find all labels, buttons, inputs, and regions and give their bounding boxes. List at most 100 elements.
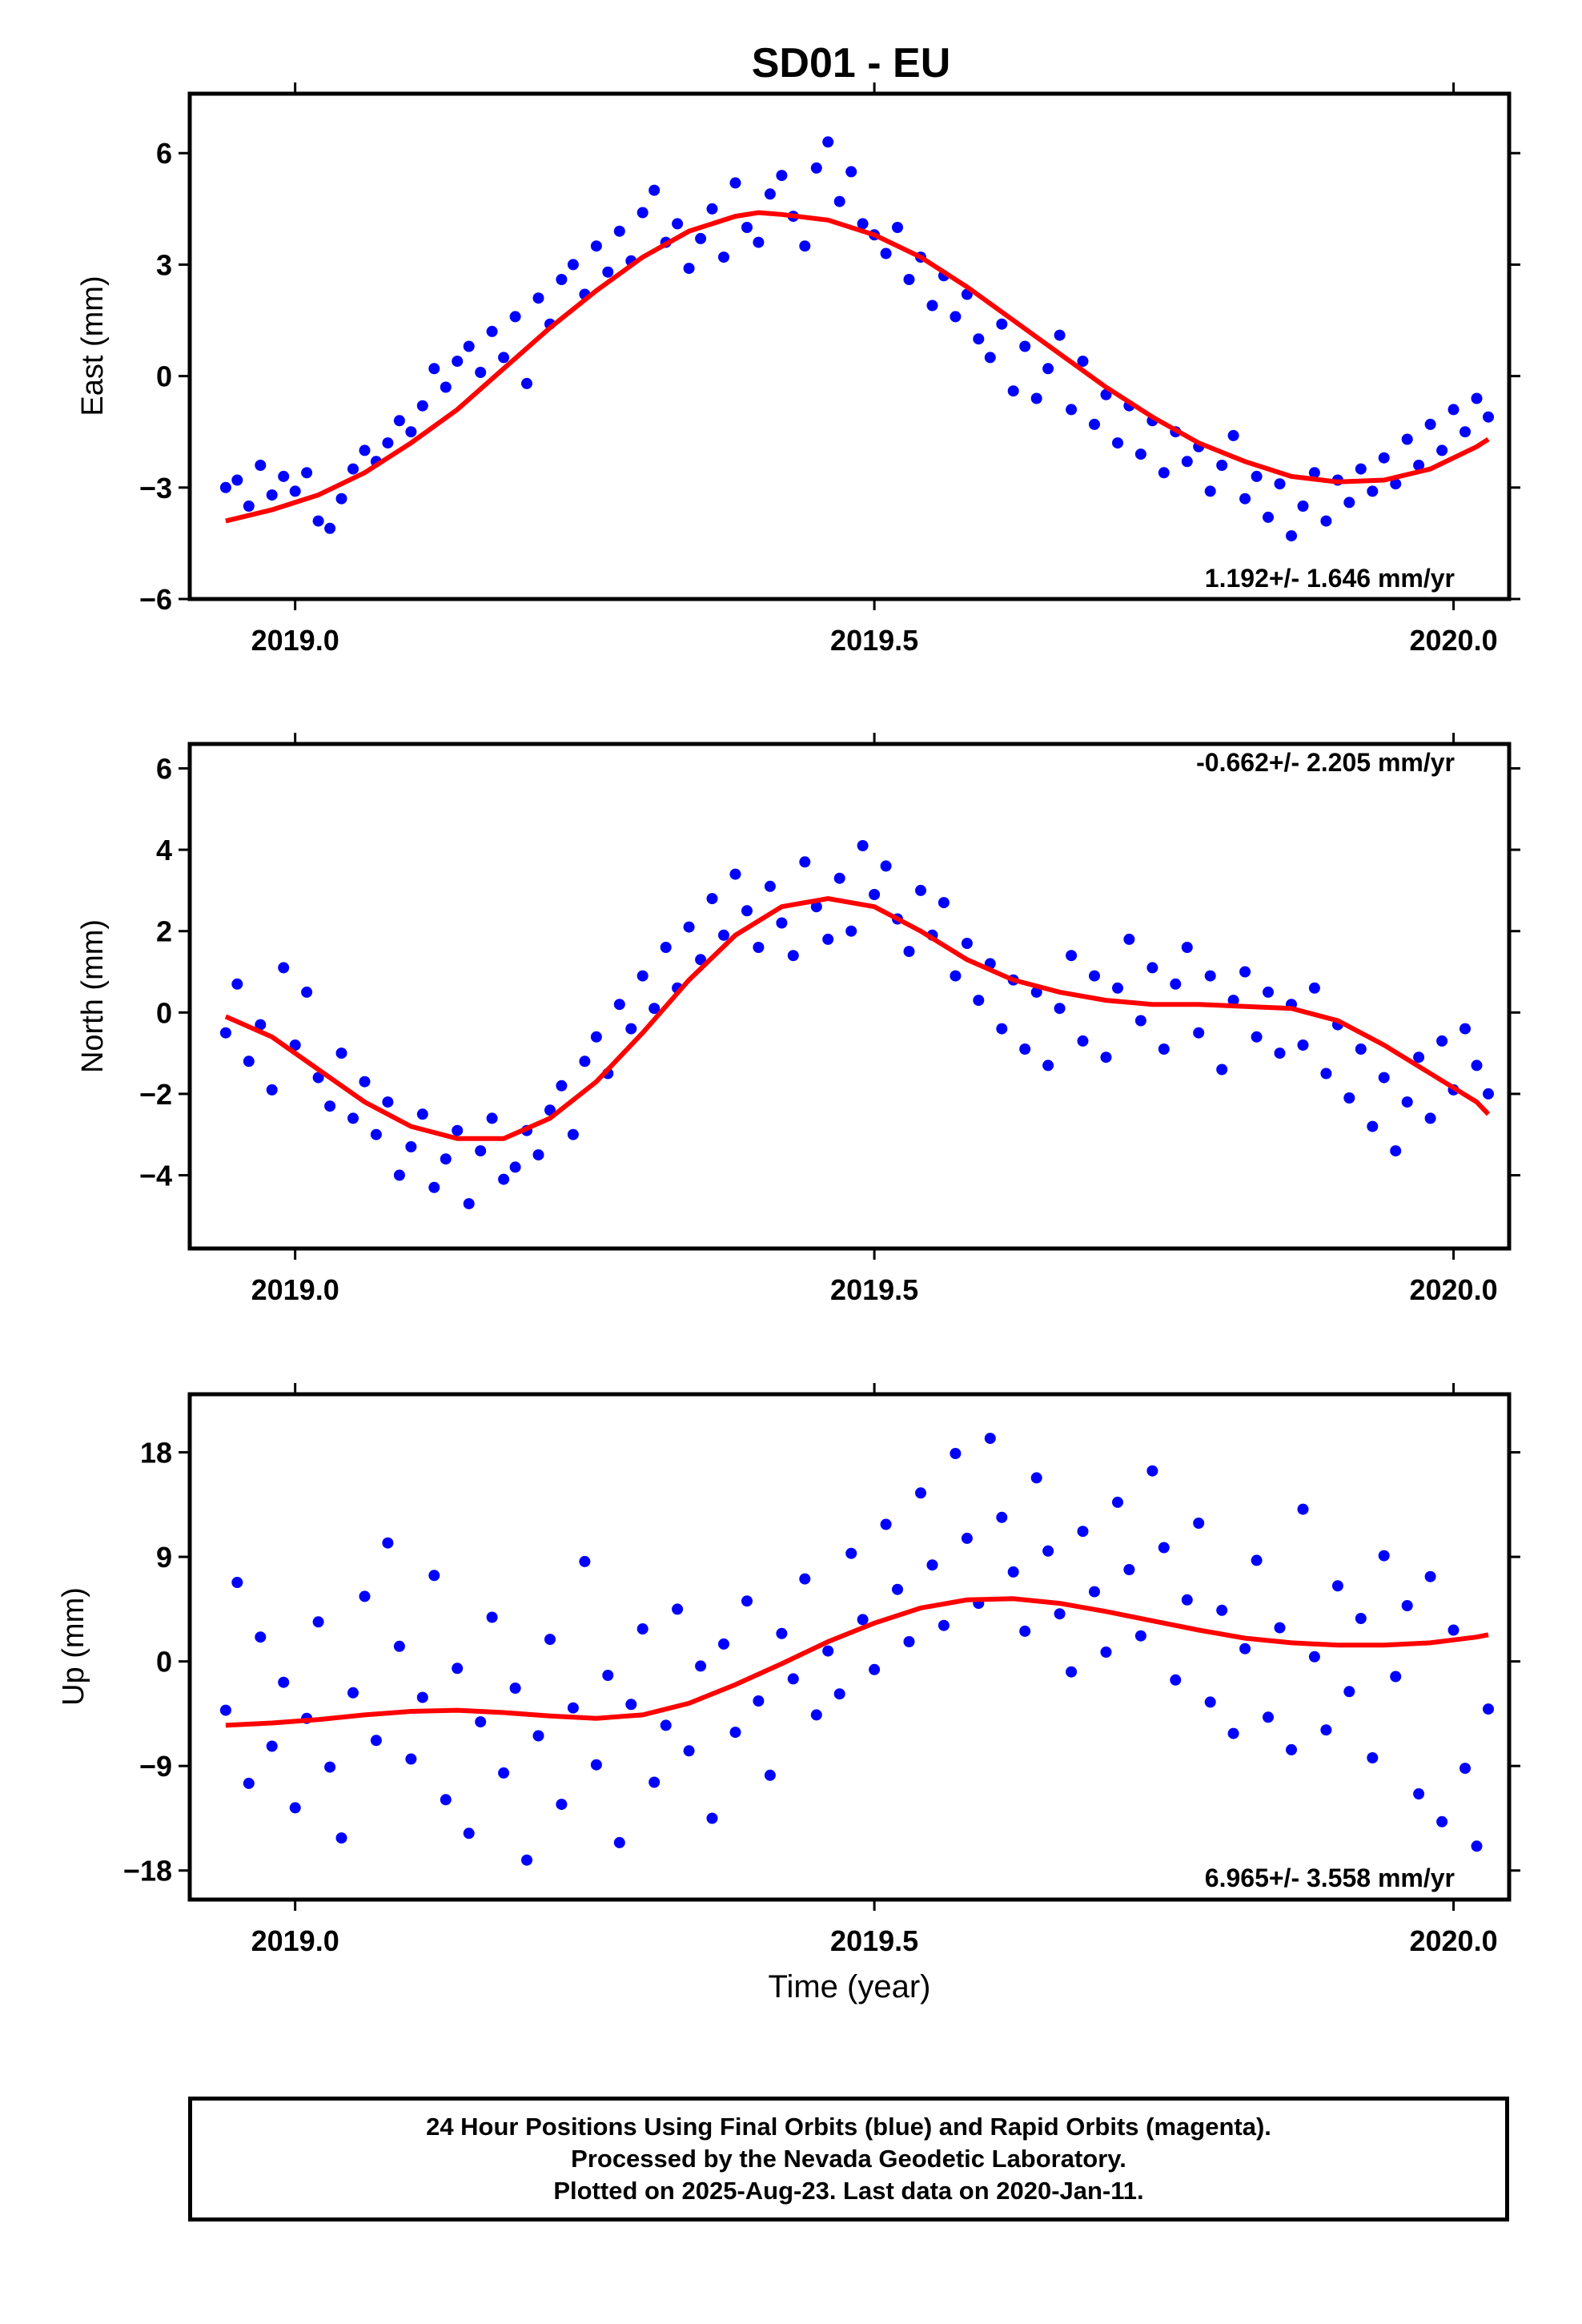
north-data-point [231, 978, 243, 990]
up-data-point [393, 1640, 405, 1652]
north-data-point [729, 868, 741, 880]
up-data-point [1413, 1788, 1425, 1799]
north-data-point [266, 1084, 278, 1096]
east-data-point [266, 489, 278, 501]
east-data-point [498, 352, 510, 364]
x-axis-label: Time (year) [769, 1969, 931, 2004]
north-data-point [1066, 950, 1078, 962]
north-data-point [567, 1128, 579, 1140]
east-data-point [683, 263, 695, 275]
north-data-point [255, 1019, 267, 1031]
north-data-point [1054, 1003, 1066, 1015]
up-data-point [833, 1688, 845, 1700]
north-data-point [1367, 1120, 1379, 1132]
up-data-point [556, 1799, 568, 1811]
up-data-point [428, 1570, 440, 1582]
east-data-point [301, 467, 313, 479]
east-data-point [833, 195, 845, 207]
north-data-point [776, 917, 788, 929]
up-data-point [463, 1827, 475, 1839]
east-data-point [1367, 485, 1379, 497]
up-data-point [255, 1631, 267, 1643]
north-data-point [219, 1027, 231, 1039]
east-data-point [1378, 452, 1390, 464]
east-data-point [764, 188, 776, 200]
up-y-tick-label: −18 [123, 1855, 172, 1888]
east-y-tick-label: 0 [156, 360, 172, 393]
east-data-point [567, 259, 579, 271]
east-data-point [1355, 463, 1367, 475]
north-data-point [498, 1173, 510, 1185]
north-data-point [1158, 1043, 1170, 1055]
east-data-point [729, 177, 741, 189]
north-data-point [1308, 982, 1320, 994]
east-data-point [857, 218, 869, 230]
up-data-point [961, 1532, 973, 1544]
up-data-point [312, 1616, 324, 1628]
north-rate-annotation: -0.662+/- 2.205 mm/yr [1196, 748, 1455, 777]
east-data-point [289, 485, 301, 497]
north-data-point [452, 1124, 464, 1136]
up-data-point [1483, 1703, 1494, 1715]
up-data-point [683, 1745, 695, 1757]
footer-line-2: Processed by the Nevada Geodetic Laborat… [571, 2145, 1126, 2173]
east-data-point [984, 352, 996, 364]
up-points [219, 1433, 1494, 1866]
up-data-point [903, 1636, 915, 1647]
north-points [219, 840, 1494, 1210]
footer-line-3: Plotted on 2025-Aug-23. Last data on 202… [553, 2177, 1144, 2205]
up-data-point [1308, 1651, 1320, 1663]
east-data-point [219, 481, 231, 493]
north-data-point [370, 1128, 382, 1140]
north-fit-line [224, 896, 1491, 1141]
north-y-tick-label: −4 [139, 1160, 172, 1192]
north-x-tick-label: 2019.5 [830, 1273, 918, 1306]
up-data-point [382, 1537, 394, 1549]
east-data-point [486, 325, 498, 337]
east-data-point [1158, 467, 1170, 479]
up-data-point [1424, 1570, 1436, 1582]
east-frame [187, 91, 1512, 601]
north-data-point [636, 970, 648, 982]
up-data-point [984, 1433, 996, 1445]
north-data-point [1413, 1051, 1425, 1063]
east-data-point [996, 318, 1008, 330]
north-data-point [718, 929, 729, 941]
east-data-point [1413, 460, 1425, 471]
east-data-point [741, 222, 753, 233]
up-data-point [660, 1719, 672, 1731]
up-data-point [231, 1577, 243, 1588]
up-data-point [996, 1511, 1008, 1523]
north-data-point [1134, 1015, 1146, 1027]
east-data-point [1077, 356, 1089, 368]
east-data-point [1019, 340, 1031, 352]
north-data-point [695, 954, 707, 966]
east-data-point [556, 274, 568, 285]
up-data-point [1030, 1472, 1042, 1484]
north-data-point [1378, 1072, 1390, 1084]
up-data-point [335, 1832, 347, 1844]
up-data-point [324, 1761, 336, 1773]
east-data-point [312, 515, 324, 527]
north-data-point [1251, 1031, 1263, 1043]
east-data-point [231, 474, 243, 486]
up-data-point [729, 1727, 741, 1739]
north-data-point [382, 1096, 394, 1108]
north-data-point [880, 860, 892, 872]
north-data-point [579, 1055, 591, 1068]
up-rate-annotation: 6.965+/- 3.558 mm/yr [1205, 1864, 1455, 1892]
east-data-point [1308, 467, 1320, 479]
north-x-ticks: 2019.0 2019.5 2020.0 [251, 733, 1498, 1306]
up-data-point [1134, 1630, 1146, 1642]
east-data-point [359, 444, 371, 456]
north-data-point [475, 1145, 487, 1157]
up-data-point [1123, 1564, 1135, 1575]
east-data-point [416, 400, 428, 412]
east-data-point [1066, 404, 1078, 416]
east-data-point [926, 300, 938, 312]
north-axis-label: North (mm) [76, 919, 110, 1073]
east-data-point [382, 437, 394, 449]
east-data-point [1286, 530, 1297, 542]
east-x-tick-label: 2019.5 [830, 624, 918, 657]
up-axis-label: Up (mm) [57, 1587, 90, 1706]
